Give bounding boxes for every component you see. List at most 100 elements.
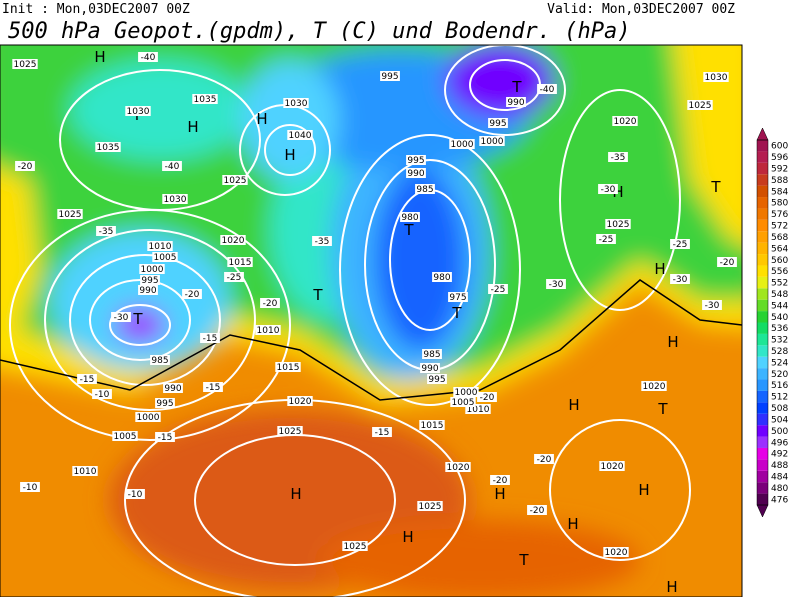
isobar-label: 1010: [467, 405, 490, 415]
colorbar-label: 532: [771, 336, 788, 346]
colorbar-label: 492: [771, 450, 788, 460]
isobar-label: 995: [407, 156, 424, 166]
pressure-system: T: [518, 551, 529, 569]
isobar-label-box: [603, 547, 629, 557]
isobar-label-box: [641, 381, 667, 391]
isobar-label: 985: [423, 350, 440, 360]
temperature-label-box: [20, 482, 40, 492]
colorbar-label: 568: [771, 233, 788, 243]
isobar-label: 1000: [451, 140, 474, 150]
temperature-label-box: [670, 239, 690, 249]
temperature-label: -25: [673, 240, 688, 250]
isobar-label: 985: [151, 356, 168, 366]
colorbar-swatch: [757, 459, 768, 471]
colorbar-label: 576: [771, 210, 788, 220]
isobar-label: 985: [416, 185, 433, 195]
temperature-label: -15: [158, 433, 173, 443]
colorbar-label: 488: [771, 461, 788, 471]
isobar-label: 1020: [614, 117, 637, 127]
colorbar-label: 580: [771, 199, 788, 209]
colorbar-label: 552: [771, 279, 788, 289]
colorbar-label: 524: [771, 358, 788, 368]
isobar-label: 1025: [607, 220, 630, 230]
isobar-label: 1025: [689, 101, 712, 111]
colorbar-swatch: [757, 174, 768, 186]
isobar-label: 1015: [421, 421, 444, 431]
temperature-label: -20: [185, 290, 200, 300]
isobar-label-box: [448, 292, 468, 302]
colorbar-swatch: [757, 379, 768, 391]
isobar-label: 1025: [14, 60, 37, 70]
colorbar-swatch: [757, 140, 768, 152]
colorbar-label: 584: [771, 187, 788, 197]
temperature-label-box: [15, 161, 35, 171]
temperature-label: -35: [315, 237, 330, 247]
temperature-label: -30: [705, 301, 720, 311]
isobar-label: 1025: [344, 542, 367, 552]
isobar-label: 1005: [452, 398, 475, 408]
isobar-label: 1040: [289, 131, 312, 141]
colorbar-swatch: [757, 162, 768, 175]
colorbar-swatch: [757, 470, 768, 483]
colorbar-label: 600: [771, 142, 788, 152]
colorbar-label: 508: [771, 404, 788, 414]
isobar-label-box: [255, 325, 281, 335]
temperature-label-box: [182, 289, 202, 299]
colorbar-swatch: [757, 242, 768, 255]
isobar-label-box: [72, 466, 98, 476]
isobar-label-box: [420, 363, 440, 373]
colorbar-swatch: [757, 299, 768, 312]
temperature-label: -40: [165, 162, 180, 172]
colorbar-label: 528: [771, 347, 788, 357]
isobar-label-box: [612, 116, 638, 126]
temperature-label: -25: [227, 273, 242, 283]
colorbar-swatch: [757, 493, 768, 505]
isobar-label-box: [192, 94, 218, 104]
map-frame: [0, 44, 743, 597]
colorbar-swatch: [757, 197, 768, 209]
colorbar-label: 548: [771, 290, 788, 300]
pressure-system: T: [312, 286, 323, 304]
isobar-label: 1035: [97, 143, 120, 153]
isobar-label-box: [479, 136, 505, 146]
temperature-label: -15: [206, 383, 221, 393]
temperature-label-box: [77, 374, 97, 384]
isobar-label-box: [277, 426, 303, 436]
isobar-label: 1020: [289, 397, 312, 407]
isobar-label-box: [703, 72, 729, 82]
temperature-label: -40: [540, 85, 555, 95]
temperature-label-box: [527, 505, 547, 515]
init-time: Init : Mon,03DEC2007 00Z: [2, 2, 190, 17]
temperature-label: -20: [720, 258, 735, 268]
temperature-label-box: [477, 392, 497, 402]
colorbar-label: 476: [771, 495, 788, 505]
isobar-label: 1005: [114, 432, 137, 442]
colorbar-swatch: [757, 390, 768, 403]
pressure-system: H: [187, 118, 198, 136]
temperature-label: -20: [530, 506, 545, 516]
isobar-label: 990: [407, 169, 424, 179]
isobar-label: 990: [139, 286, 156, 296]
isobar-label-box: [605, 219, 631, 229]
colorbar-label: 484: [771, 472, 788, 482]
isobar-label-box: [432, 272, 452, 282]
isobar-label: 1030: [705, 73, 728, 83]
temperature-label-box: [490, 475, 510, 485]
pressure-system: H: [94, 48, 105, 66]
colorbar-swatch: [757, 276, 768, 289]
temperature-label-box: [608, 152, 628, 162]
pressure-system: H: [290, 485, 301, 503]
isobar-label: 1025: [59, 210, 82, 220]
temperature-label-box: [125, 489, 145, 499]
isobar-label: 1030: [164, 195, 187, 205]
colorbar-swatch: [757, 345, 768, 357]
temperature-label-box: [598, 184, 618, 194]
colorbar-swatch: [757, 254, 768, 266]
colorbar-label: 504: [771, 415, 788, 425]
temperature-label: -40: [141, 53, 156, 63]
temperature-label-box: [312, 236, 332, 246]
isobar-label: 1000: [481, 137, 504, 147]
colorbar-label: 544: [771, 301, 788, 311]
map-area: HHHHHHHHHHHHHHTTTTTTTTT10251035103010351…: [0, 45, 742, 597]
